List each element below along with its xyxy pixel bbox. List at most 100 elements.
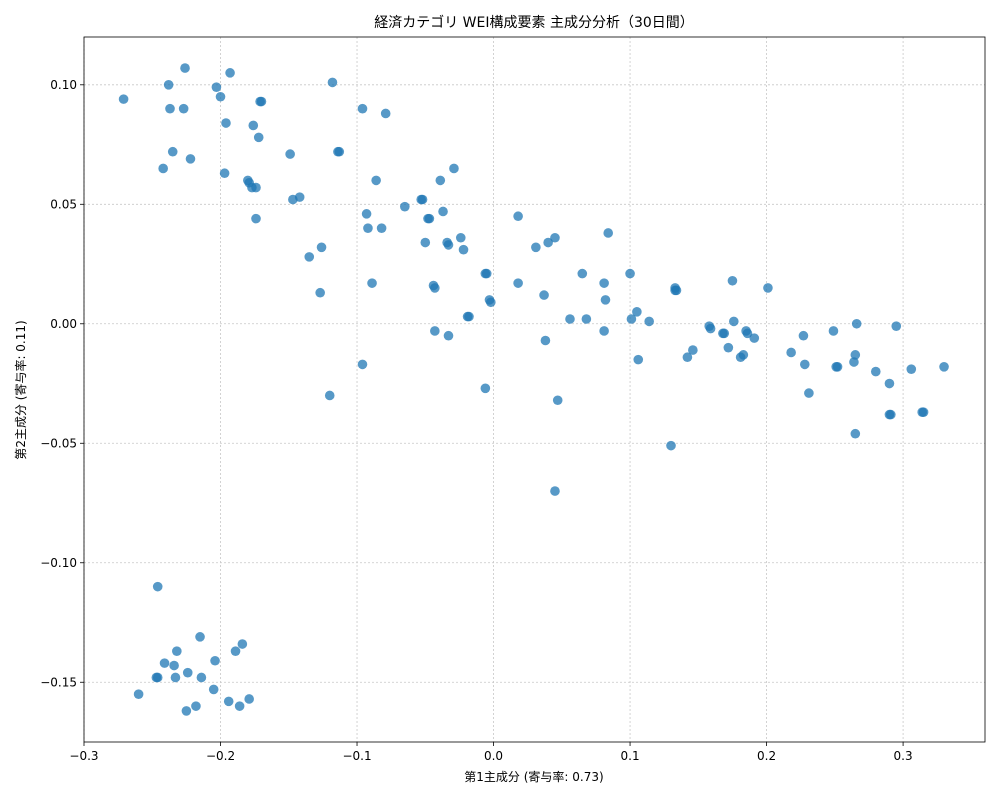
x-axis-label: 第1主成分 (寄与率: 0.73) [464, 769, 603, 784]
y-axis-label: 第2主成分 (寄与率: 0.11) [13, 320, 28, 459]
data-point [210, 655, 220, 666]
data-point [196, 672, 207, 683]
data-point [738, 350, 749, 360]
data-point [480, 383, 491, 394]
data-point [742, 328, 753, 339]
x-tick-label: 0.0 [484, 749, 503, 763]
data-point [423, 213, 433, 224]
data-point [644, 316, 654, 327]
grid [83, 37, 985, 742]
data-point [939, 361, 949, 372]
data-point [550, 232, 560, 243]
data-point [688, 345, 698, 355]
data-point [208, 684, 219, 695]
data-point [380, 108, 391, 119]
plot-frame [83, 36, 986, 743]
data-point [327, 77, 338, 88]
data-point [891, 321, 902, 331]
data-point [729, 316, 739, 327]
data-point [749, 333, 760, 343]
data-point [371, 175, 381, 186]
data-point [253, 132, 264, 143]
x-tick-label: 0.1 [621, 749, 640, 763]
x-tick-label: −0.2 [206, 749, 235, 763]
data-point [565, 314, 575, 324]
data-point [152, 672, 163, 683]
data-point [550, 486, 560, 496]
data-point [763, 283, 773, 293]
y-tick-label: −0.10 [40, 556, 77, 570]
data-point [599, 326, 609, 336]
data-point [727, 275, 738, 286]
data-point [191, 701, 201, 711]
data-point [428, 280, 439, 291]
y-axis: −0.15 −0.10 −0.05 0.00 0.05 0.10 [40, 78, 84, 689]
data-point [324, 390, 335, 401]
data-point [513, 278, 523, 288]
data-point [704, 321, 715, 331]
data-point [294, 192, 305, 202]
data-point [443, 240, 454, 250]
data-point [884, 409, 895, 420]
data-point [211, 82, 222, 92]
data-point [244, 694, 254, 704]
y-tick-label: −0.15 [40, 675, 77, 689]
data-point [251, 182, 261, 193]
data-point [850, 350, 861, 360]
data-point [539, 290, 549, 300]
data-point [599, 278, 609, 288]
data-point [626, 314, 637, 324]
data-point [357, 103, 368, 114]
data-point [367, 278, 377, 288]
data-point [248, 120, 259, 131]
data-point [165, 103, 175, 114]
data-point [455, 232, 466, 243]
y-tick-label: 0.05 [50, 197, 77, 211]
data-point [334, 146, 345, 157]
data-point [357, 359, 368, 370]
data-point [180, 63, 190, 73]
data-point [786, 347, 796, 358]
data-point [225, 68, 235, 78]
data-point [632, 307, 642, 317]
y-tick-label: 0.00 [50, 317, 77, 331]
x-axis: −0.3 −0.2 −0.1 0.0 0.1 0.2 0.3 [69, 742, 913, 763]
data-point [682, 352, 693, 363]
data-point [169, 660, 179, 671]
y-tick-label: −0.05 [40, 436, 77, 450]
x-tick-label: 0.3 [894, 749, 913, 763]
data-point [917, 407, 928, 418]
y-tick-label: 0.10 [50, 78, 77, 92]
data-point [304, 252, 315, 262]
data-point [223, 696, 234, 707]
data-point [633, 354, 644, 365]
data-point [870, 366, 881, 377]
data-point [552, 395, 563, 406]
data-point [118, 94, 129, 104]
data-point [449, 163, 459, 174]
x-tick-label: −0.1 [342, 749, 371, 763]
data-point [234, 701, 245, 711]
data-point [221, 118, 231, 128]
data-point [215, 91, 226, 102]
data-point [172, 646, 182, 656]
data-point [540, 335, 551, 346]
data-point [464, 311, 474, 322]
data-point [376, 223, 387, 233]
data-point [230, 646, 241, 656]
data-point [435, 175, 446, 186]
data-point [723, 342, 734, 353]
data-point [167, 146, 178, 157]
x-tick-label: 0.2 [757, 749, 776, 763]
data-point [170, 672, 181, 683]
data-point [159, 658, 170, 668]
data-point [603, 228, 614, 238]
data-point [513, 211, 523, 222]
data-point [182, 667, 193, 678]
data-point [158, 163, 168, 174]
data-point [361, 209, 372, 219]
data-point [531, 242, 541, 253]
data-point [798, 330, 809, 341]
data-point [828, 326, 839, 336]
data-point [581, 314, 592, 324]
